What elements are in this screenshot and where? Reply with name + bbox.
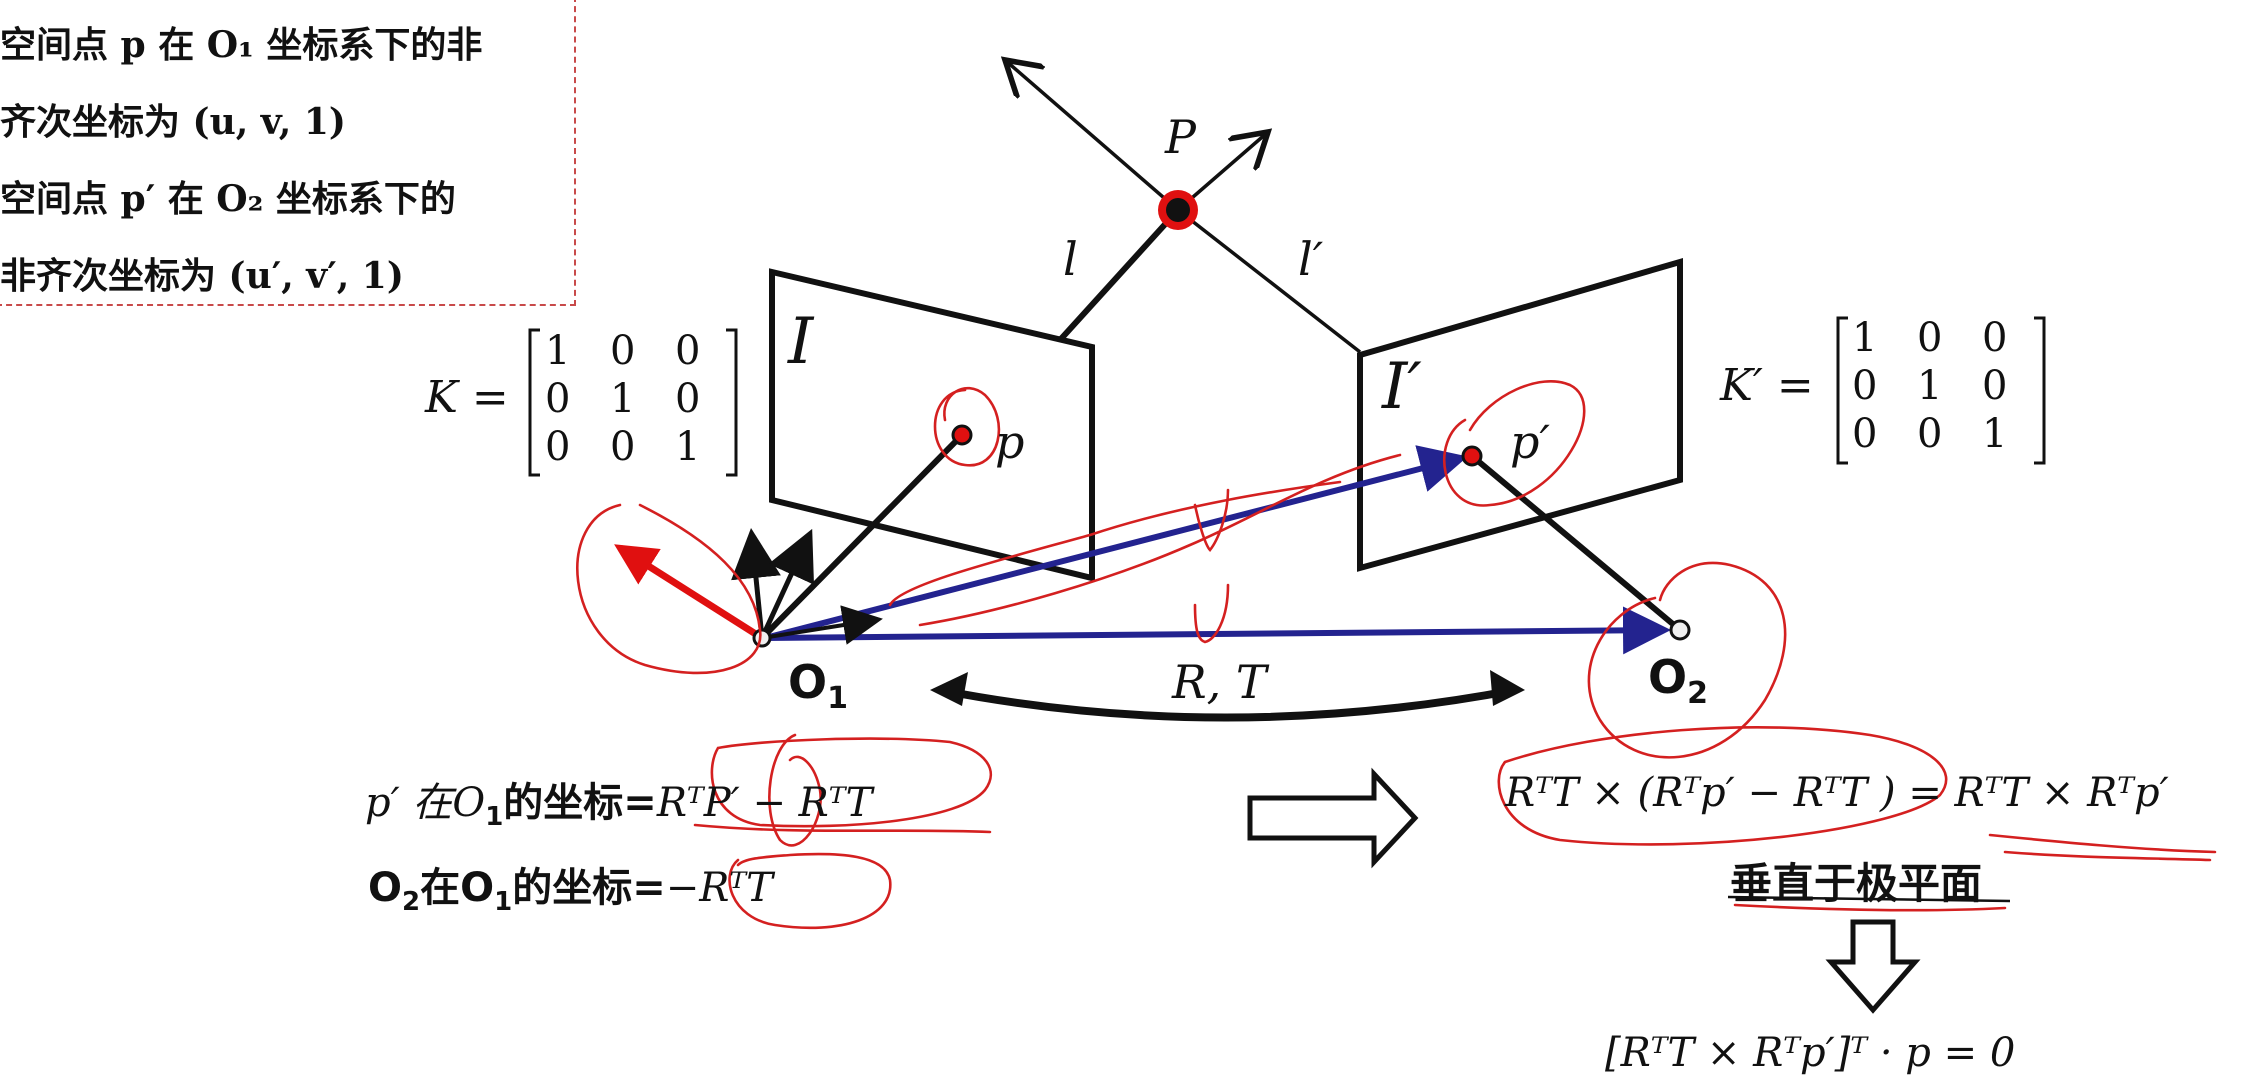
RT-arrowhead-left	[930, 672, 968, 706]
label-l-prime: l′	[1298, 232, 1324, 286]
equation-1: p′ 在O1的坐标=RᵀP′ − RᵀT	[365, 770, 872, 832]
eq2-sub1: 2	[402, 887, 421, 917]
matrix-K-prime-cell-1-0: 0	[1852, 363, 1878, 409]
implies-arrow-right	[1247, 767, 1419, 869]
red-check-2	[1193, 583, 1230, 644]
red-scribble-O2	[1587, 561, 1787, 759]
ray-l	[1057, 207, 1181, 343]
matrix-K-prime-cell-1-2: 0	[1982, 363, 2008, 409]
eq1-mid: 的坐标=	[503, 780, 657, 826]
O1-axis-up1	[731, 528, 781, 639]
red-scribble-p-prime	[1443, 380, 1586, 507]
eq2-rhs: −RᵀT	[665, 865, 773, 911]
label-O2: O2	[1648, 650, 1708, 712]
label-I: I	[788, 305, 814, 379]
label-p-prime: p′	[1510, 415, 1550, 469]
point-p-prime	[1461, 445, 1483, 467]
label-K: K =	[425, 372, 509, 423]
matrix-K-cell-0-2: 0	[675, 328, 701, 374]
eq2-sub2: 1	[494, 887, 513, 917]
eq2-mid: 在O	[420, 865, 495, 911]
red-underline-perp	[1733, 903, 2007, 912]
label-O1-sub: 1	[827, 681, 848, 717]
matrix-K-cell-1-1: 1	[610, 376, 636, 422]
label-RT: R, T	[1172, 655, 1267, 709]
image-plane-I	[769, 268, 1095, 582]
eq2-prefix: O	[368, 865, 403, 911]
red-scribble-plane-2	[918, 453, 1402, 627]
perp-underline	[1727, 895, 2011, 903]
image-plane-I-prime	[1357, 258, 1683, 572]
matrix-K-prime-cell-1-1: 1	[1917, 363, 1943, 409]
red-circle-eq2	[728, 852, 892, 930]
matrix-K-cell-1-0: 0	[545, 376, 571, 422]
matrix-K-prime-cell-2-1: 0	[1917, 411, 1943, 457]
K-bracket-right	[726, 328, 738, 477]
matrix-K-cell-2-1: 0	[610, 424, 636, 470]
perp-label: 垂直于极平面	[1730, 859, 1983, 908]
ray-O2-p-prime	[1470, 453, 1682, 633]
equation-2: O2在O1的坐标=−RᵀT	[368, 855, 773, 917]
matrix-K-cell-0-0: 1	[545, 328, 571, 374]
matrix-K-cell-0-1: 0	[610, 328, 636, 374]
eq2-suffix: 的坐标=	[512, 865, 666, 911]
equation-final: [RᵀT × Rᵀp′]ᵀ · p = 0	[1605, 1030, 2016, 1076]
red-underline-eq3	[1988, 833, 2217, 854]
note-line-1: 空间点 p 在 O₁ 坐标系下的非	[0, 24, 483, 66]
red-circle-eq1	[710, 737, 992, 828]
matrix-K-prime-cell-0-2: 0	[1982, 315, 2008, 361]
O1-axis-up2	[759, 528, 814, 640]
ray-O1-p	[759, 432, 965, 641]
red-swirl-eq1	[768, 733, 822, 847]
red-check-1	[1193, 488, 1230, 552]
O1-axis-red	[614, 544, 764, 641]
label-O2-sub: 2	[1687, 676, 1708, 712]
matrix-K-prime-cell-0-0: 1	[1852, 315, 1878, 361]
note-line-3: 空间点 p′ 在 O₂ 坐标系下的	[0, 178, 456, 220]
eq1-prefix: p′ 在O	[365, 780, 486, 826]
notes-box	[0, 0, 576, 306]
K-bracket-left	[528, 328, 540, 477]
red-underline-eq1	[693, 823, 992, 834]
matrix-K-cell-2-2: 1	[675, 424, 701, 470]
matrix-K-cell-1-2: 0	[675, 376, 701, 422]
K-prime-bracket-left	[1836, 316, 1848, 465]
label-l: l	[1063, 232, 1078, 286]
red-annotations	[576, 380, 2217, 930]
matrix-K-prime-cell-2-0: 0	[1852, 411, 1878, 457]
K-prime-bracket-right	[2034, 316, 2046, 465]
label-I-prime: I′	[1382, 350, 1422, 424]
note-line-2: 齐次坐标为 (u, v, 1)	[0, 101, 346, 143]
label-O1: O1	[788, 655, 848, 717]
matrix-K-cell-2-0: 0	[545, 424, 571, 470]
red-scribble-p	[933, 386, 1001, 467]
label-P: P	[1165, 110, 1196, 164]
point-O1	[752, 628, 772, 648]
point-P-core	[1166, 198, 1190, 222]
point-p	[951, 424, 973, 446]
RT-double-arrow	[939, 686, 1516, 722]
red-circle-eq3	[1497, 725, 1948, 846]
red-scribble-O1	[576, 503, 762, 675]
red-underline-eq3-2	[2003, 850, 2212, 862]
RT-arrowhead-right	[1490, 670, 1525, 706]
implies-arrow-down	[1825, 919, 1921, 1014]
matrix-K-prime-cell-2-2: 1	[1982, 411, 2008, 457]
eq1-rhs: RᵀP′ − RᵀT	[656, 780, 873, 826]
matrix-K-prime-cell-0-1: 0	[1917, 315, 1943, 361]
eq1-sub: 1	[485, 802, 504, 832]
red-scribble-plane	[888, 480, 1342, 607]
label-p: p	[995, 415, 1025, 469]
P-arrow-upleft	[1005, 60, 1180, 212]
note-line-4: 非齐次坐标为 (u′, v′, 1)	[0, 255, 404, 297]
label-K-prime: K′ =	[1720, 360, 1814, 411]
point-O2	[1669, 619, 1691, 641]
ray-l-prime	[1176, 208, 1362, 354]
equation-3: RᵀT × (Rᵀp′ − RᵀT ) = RᵀT × Rᵀp′	[1505, 770, 2169, 816]
O1-axis-right	[761, 605, 883, 645]
